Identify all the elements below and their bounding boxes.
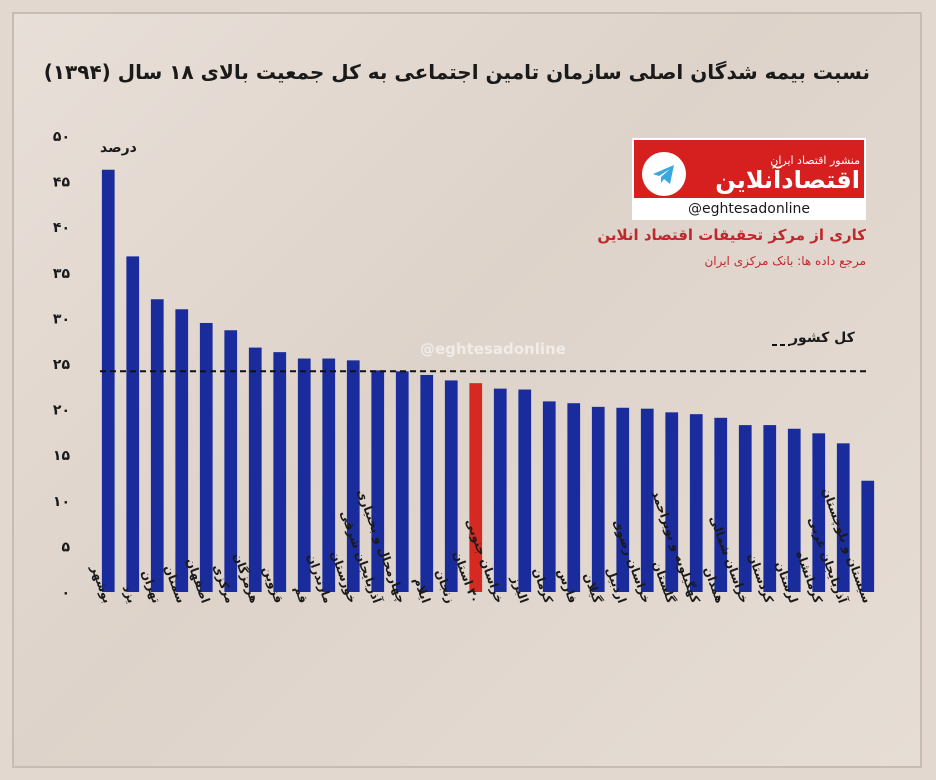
x-tick-label: یزد: [120, 583, 139, 605]
bar: [273, 352, 287, 592]
bar: [346, 360, 360, 592]
bar: [395, 371, 409, 592]
brand-box: منشور اقتصاد ایران اقتصادآنلاین @eghtesa…: [632, 138, 866, 220]
brand-handle: @eghtesadonline: [634, 198, 864, 220]
bar: [567, 403, 581, 592]
bar: [591, 406, 605, 592]
bar: [199, 322, 213, 592]
bar: [248, 347, 262, 592]
bar: [150, 299, 164, 592]
y-tick-label: ۳۰: [53, 311, 70, 327]
bar: [126, 256, 140, 592]
bar: [101, 169, 115, 592]
source-line: مرجع داده ها: بانک مرکزی ایران: [704, 254, 866, 268]
y-tick-label: ۱۰: [53, 494, 70, 510]
bar: [640, 408, 654, 592]
bar: [444, 380, 458, 592]
watermark: @eghtesadonline: [420, 340, 566, 358]
bar: [714, 417, 728, 592]
y-tick-label: ۵: [61, 539, 70, 555]
bar: [371, 370, 385, 592]
bar: [763, 425, 777, 592]
y-tick-label: ۲۵: [53, 357, 71, 373]
reference-label: کل کشور: [790, 330, 855, 346]
chart-title: نسبت بیمه شدگان اصلی سازمان تامین اجتماع…: [43, 60, 870, 84]
bar: [665, 412, 679, 592]
bar: [322, 358, 336, 592]
brand-logo: اقتصادآنلاین: [715, 166, 860, 194]
y-tick-label: ۴۰: [53, 220, 70, 236]
bar: [297, 358, 311, 592]
telegram-icon: [642, 152, 686, 196]
bar: [689, 414, 703, 592]
bar: [542, 401, 556, 592]
bar: [224, 330, 238, 592]
credit-line: کاری از مرکز تحقیقات اقتصاد انلاین: [597, 226, 866, 244]
x-tick-label: قم: [292, 584, 311, 605]
bar: [836, 443, 850, 592]
y-tick-label: ۴۵: [53, 175, 71, 191]
bar: [175, 309, 189, 592]
brand-tagline: منشور اقتصاد ایران: [770, 154, 860, 167]
bar: [420, 374, 434, 592]
y-tick-label: ۱۵: [53, 448, 71, 464]
bar: [738, 425, 752, 592]
y-tick-label: ۳۵: [53, 266, 71, 282]
bar: [493, 388, 507, 592]
bar: [518, 389, 532, 592]
bar: [787, 428, 801, 592]
y-tick-label: ۲۰: [53, 403, 70, 419]
y-tick-label: ۰: [61, 585, 70, 601]
bar: [616, 407, 630, 592]
unit-label: درصد: [100, 140, 137, 156]
bar: [469, 383, 483, 592]
y-tick-label: ۵۰: [53, 129, 70, 145]
bar: [861, 480, 875, 592]
bar: [812, 433, 826, 592]
